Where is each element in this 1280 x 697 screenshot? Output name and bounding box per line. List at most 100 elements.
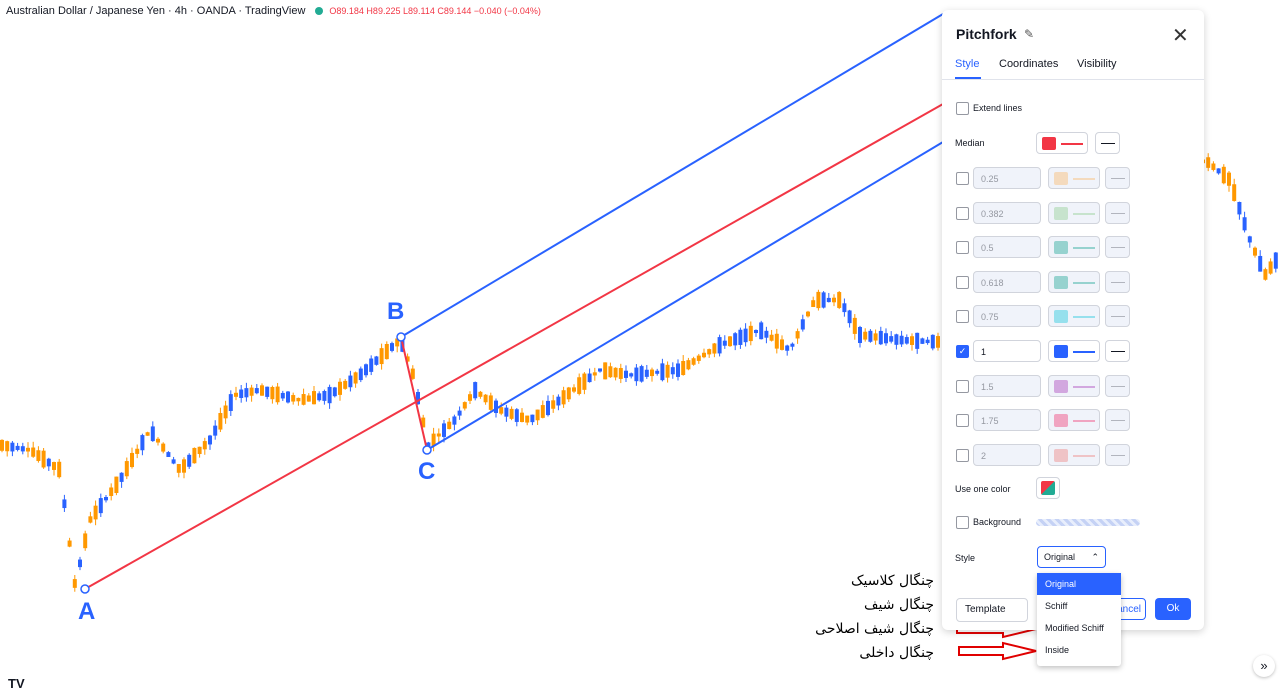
background-opacity-slider[interactable] — [1036, 519, 1140, 526]
candle-body — [239, 389, 244, 398]
candle-body — [1211, 163, 1216, 170]
level-value-input[interactable]: 1.5 — [973, 375, 1041, 397]
candle-body — [790, 343, 795, 347]
level-value-input[interactable]: 0.618 — [973, 271, 1041, 293]
level-color-button[interactable] — [1048, 236, 1100, 258]
level-checkbox[interactable] — [956, 414, 969, 427]
background-checkbox[interactable] — [956, 516, 969, 529]
candle-body — [743, 328, 748, 343]
level-line-preview — [1073, 178, 1095, 180]
candle-body — [457, 410, 462, 416]
level-color-button[interactable] — [1048, 375, 1100, 397]
candle-body — [1263, 269, 1268, 280]
level-value-input[interactable]: 0.382 — [973, 202, 1041, 224]
median-line-preview — [1061, 143, 1083, 145]
level-line-style-button[interactable] — [1105, 340, 1130, 362]
candle-body — [416, 391, 420, 405]
template-button[interactable]: Template — [956, 598, 1028, 622]
level-color-button[interactable] — [1048, 167, 1100, 189]
dropdown-option-inside[interactable]: Inside — [1045, 645, 1070, 655]
level-value-input[interactable]: 1 — [973, 340, 1041, 362]
tab-coordinates[interactable]: Coordinates — [999, 58, 1059, 70]
level-color-button[interactable] — [1048, 202, 1100, 224]
level-line-style-button[interactable] — [1105, 444, 1130, 466]
level-color-button[interactable] — [1048, 305, 1100, 327]
level-value-input[interactable]: 0.5 — [973, 236, 1041, 258]
candle-body — [223, 405, 228, 419]
use-one-color-label: Use one color — [955, 484, 1011, 494]
dropdown-option-schiff[interactable]: Schiff — [1045, 601, 1068, 611]
level-line-style-button[interactable] — [1105, 236, 1130, 258]
candle-body — [509, 408, 514, 419]
candle-body — [358, 368, 363, 381]
level-value-input[interactable]: 2 — [973, 444, 1041, 466]
level-line-preview — [1073, 282, 1095, 284]
ok-button[interactable]: Ok — [1155, 598, 1191, 620]
candle-body — [738, 329, 743, 345]
level-checkbox[interactable] — [956, 241, 969, 254]
candle-body — [119, 472, 124, 482]
candle-body — [494, 400, 498, 414]
chevron-up-icon: ⌃ — [1091, 552, 1099, 562]
level-color-button[interactable] — [1048, 409, 1100, 431]
candle-body — [894, 334, 899, 345]
level-color-button[interactable] — [1048, 444, 1100, 466]
candle-body — [613, 367, 618, 378]
candle-body — [1253, 247, 1257, 256]
candle-body — [618, 368, 623, 379]
candle-body — [572, 387, 576, 392]
level-color-button[interactable] — [1048, 340, 1100, 362]
candle-body — [899, 335, 904, 345]
level-line-style-button[interactable] — [1105, 167, 1130, 189]
candle-body — [546, 400, 550, 416]
candle-body — [504, 407, 509, 417]
style-select[interactable]: Original ⌃ — [1037, 546, 1106, 568]
level-value-input[interactable]: 0.25 — [973, 167, 1041, 189]
level-line-style-button[interactable] — [1105, 375, 1130, 397]
expand-icon[interactable]: » — [1253, 655, 1275, 677]
level-line-preview — [1073, 420, 1095, 422]
candle-body — [20, 446, 25, 452]
level-checkbox[interactable] — [956, 380, 969, 393]
candle-body — [608, 366, 613, 378]
candle-body — [213, 425, 218, 436]
level-checkbox[interactable] — [956, 310, 969, 323]
tab-visibility[interactable]: Visibility — [1077, 58, 1117, 70]
level-checkbox[interactable] — [956, 276, 969, 289]
level-line-preview — [1073, 455, 1095, 457]
candle-body — [1258, 255, 1263, 272]
level-line-style-button[interactable] — [1105, 409, 1130, 431]
candle-body — [681, 360, 686, 376]
one-color-swatch-button[interactable] — [1036, 477, 1060, 499]
level-checkbox[interactable]: ✓ — [956, 345, 969, 358]
candle-body — [395, 338, 400, 347]
tab-style[interactable]: Style — [955, 58, 980, 70]
level-line-style-button[interactable] — [1105, 305, 1130, 327]
dropdown-option-original[interactable]: Original — [1037, 573, 1121, 595]
level-value-input[interactable]: 1.75 — [973, 409, 1041, 431]
level-value-input[interactable]: 0.75 — [973, 305, 1041, 327]
candle-body — [473, 382, 478, 399]
level-line-style-button[interactable] — [1105, 202, 1130, 224]
extend-lines-checkbox[interactable] — [956, 102, 969, 115]
dropdown-option-modified-schiff[interactable]: Modified Schiff — [1045, 623, 1104, 633]
candle-body — [31, 447, 36, 457]
median-line-style-button[interactable] — [1095, 132, 1120, 154]
level-line-style-button[interactable] — [1105, 271, 1130, 293]
candle-body — [228, 394, 233, 411]
candle-body — [390, 343, 394, 351]
candle-body — [832, 297, 836, 303]
pencil-icon[interactable]: ✎ — [1024, 27, 1035, 41]
level-checkbox[interactable] — [956, 207, 969, 220]
level-checkbox[interactable] — [956, 172, 969, 185]
candle-body — [384, 344, 389, 360]
candle-body — [826, 297, 831, 303]
level-checkbox[interactable] — [956, 449, 969, 462]
candle-body — [208, 435, 212, 445]
close-icon[interactable]: ✕ — [1172, 25, 1189, 47]
median-color-button[interactable] — [1036, 132, 1088, 154]
candle-body — [1237, 201, 1242, 215]
level-color-button[interactable] — [1048, 271, 1100, 293]
candle-body — [296, 397, 301, 402]
candle-body — [78, 559, 82, 568]
